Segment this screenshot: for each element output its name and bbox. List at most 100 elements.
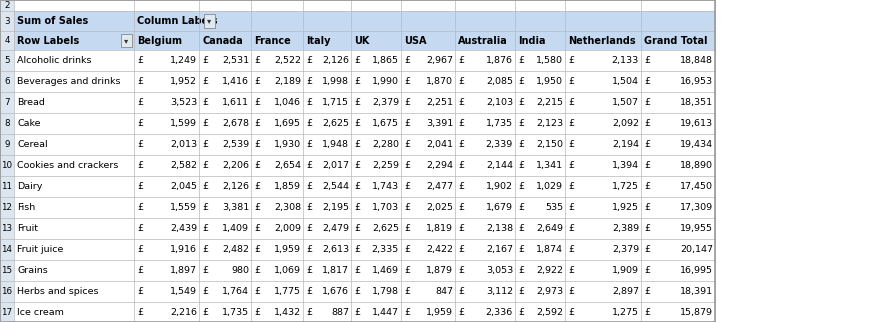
Text: £: £ — [254, 266, 260, 275]
Text: £: £ — [518, 56, 524, 65]
Text: 1,249: 1,249 — [170, 56, 197, 65]
Text: Column Labels: Column Labels — [137, 16, 218, 26]
Text: 2,339: 2,339 — [486, 140, 513, 149]
Bar — [14, 134, 715, 155]
Bar — [0, 260, 14, 281]
Text: 2,133: 2,133 — [612, 56, 639, 65]
Text: £: £ — [137, 182, 143, 191]
Bar — [0, 50, 14, 71]
Text: £: £ — [137, 308, 143, 317]
Text: £: £ — [568, 203, 575, 212]
Text: £: £ — [458, 140, 464, 149]
Text: £: £ — [354, 245, 361, 254]
Text: £: £ — [568, 266, 575, 275]
Text: £: £ — [644, 119, 650, 128]
Text: £: £ — [354, 224, 361, 233]
Text: £: £ — [202, 98, 208, 107]
Text: £: £ — [254, 203, 260, 212]
Text: £: £ — [202, 182, 208, 191]
Bar — [0, 197, 14, 218]
Text: 10: 10 — [2, 161, 12, 170]
Text: 1,715: 1,715 — [322, 98, 349, 107]
Text: 1,909: 1,909 — [612, 266, 639, 275]
Text: £: £ — [137, 98, 143, 107]
Text: £: £ — [404, 203, 410, 212]
Text: £: £ — [644, 308, 650, 317]
Text: £: £ — [306, 266, 312, 275]
Text: 12: 12 — [2, 203, 12, 212]
Bar — [14, 71, 715, 92]
Text: £: £ — [644, 161, 650, 170]
Text: 1,775: 1,775 — [274, 287, 301, 296]
Text: 2,045: 2,045 — [170, 182, 197, 191]
Text: 2,539: 2,539 — [222, 140, 249, 149]
Text: 2,379: 2,379 — [372, 98, 399, 107]
Text: £: £ — [254, 77, 260, 86]
Text: 15,879: 15,879 — [680, 308, 713, 317]
Bar — [14, 50, 715, 71]
Text: £: £ — [644, 245, 650, 254]
Text: 1,341: 1,341 — [535, 161, 563, 170]
Text: 2,336: 2,336 — [486, 308, 513, 317]
Text: 20,147: 20,147 — [680, 245, 713, 254]
Text: 2,126: 2,126 — [322, 56, 349, 65]
Text: £: £ — [137, 77, 143, 86]
Text: £: £ — [202, 245, 208, 254]
Text: £: £ — [404, 182, 410, 191]
Text: £: £ — [404, 56, 410, 65]
Text: 1,735: 1,735 — [486, 119, 513, 128]
Text: £: £ — [644, 56, 650, 65]
Text: 1,695: 1,695 — [274, 119, 301, 128]
Text: 1,432: 1,432 — [274, 308, 301, 317]
Text: 1,580: 1,580 — [536, 56, 563, 65]
Text: £: £ — [404, 224, 410, 233]
Text: £: £ — [202, 203, 208, 212]
Text: Fruit: Fruit — [17, 224, 38, 233]
Text: £: £ — [306, 119, 312, 128]
Text: £: £ — [458, 203, 464, 212]
Bar — [0, 92, 14, 113]
Text: £: £ — [306, 287, 312, 296]
Text: 1,876: 1,876 — [486, 56, 513, 65]
Text: UK: UK — [354, 35, 369, 45]
Text: £: £ — [254, 308, 260, 317]
Text: 1,416: 1,416 — [222, 77, 249, 86]
Text: £: £ — [202, 224, 208, 233]
Text: £: £ — [202, 56, 208, 65]
Bar — [14, 0, 715, 11]
Text: £: £ — [202, 308, 208, 317]
Text: £: £ — [458, 182, 464, 191]
Text: 1,469: 1,469 — [372, 266, 399, 275]
Text: 2,389: 2,389 — [612, 224, 639, 233]
Text: £: £ — [254, 98, 260, 107]
Text: £: £ — [644, 182, 650, 191]
Text: £: £ — [644, 98, 650, 107]
Text: 1,874: 1,874 — [536, 245, 563, 254]
Bar — [14, 218, 715, 239]
Text: Fish: Fish — [17, 203, 36, 212]
Text: 3,381: 3,381 — [222, 203, 249, 212]
FancyBboxPatch shape — [121, 34, 132, 47]
Text: 3,391: 3,391 — [425, 119, 453, 128]
Text: £: £ — [404, 245, 410, 254]
Text: £: £ — [254, 287, 260, 296]
Text: 2,195: 2,195 — [322, 203, 349, 212]
Text: Italy: Italy — [306, 35, 330, 45]
Text: 2,477: 2,477 — [426, 182, 453, 191]
Text: £: £ — [518, 119, 524, 128]
Text: 1,859: 1,859 — [274, 182, 301, 191]
Text: £: £ — [568, 308, 575, 317]
Bar — [14, 260, 715, 281]
Text: £: £ — [458, 119, 464, 128]
Bar — [0, 155, 14, 176]
Text: £: £ — [137, 119, 143, 128]
Text: 1,725: 1,725 — [612, 182, 639, 191]
Text: 2,625: 2,625 — [322, 119, 349, 128]
Text: 2,126: 2,126 — [222, 182, 249, 191]
Text: 1,865: 1,865 — [372, 56, 399, 65]
Text: 2,216: 2,216 — [170, 308, 197, 317]
Text: 1,679: 1,679 — [486, 203, 513, 212]
Text: 2,215: 2,215 — [536, 98, 563, 107]
Text: Fruit juice: Fruit juice — [17, 245, 63, 254]
Text: Herbs and spices: Herbs and spices — [17, 287, 99, 296]
